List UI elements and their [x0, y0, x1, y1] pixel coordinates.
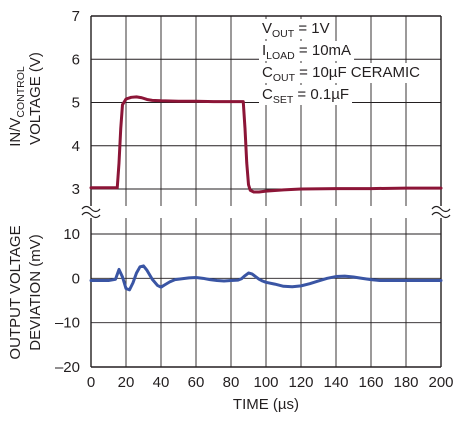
annotation-background	[259, 41, 355, 61]
annotation-text: COUT = 10µF CERAMIC	[262, 64, 420, 84]
x-tick-label: 160	[358, 374, 383, 391]
y-axis-title-upper: IN/VCONTROL	[7, 66, 27, 147]
axis-break-right	[431, 205, 451, 213]
axis-break-gap	[77, 206, 455, 218]
y-tick-label: 6	[72, 51, 80, 68]
y-tick-label: 10	[63, 226, 80, 243]
annotation-text: ILOAD = 10mA	[262, 42, 351, 62]
annotation-background	[259, 85, 353, 105]
annotation-background	[259, 63, 423, 83]
series-line-output-deviation	[89, 264, 443, 292]
annotation-background	[259, 19, 333, 39]
y-tick-label: –20	[55, 359, 80, 376]
axis-break-marks	[77, 205, 455, 219]
y-tick-label: 5	[72, 95, 80, 112]
axis-break-right	[431, 211, 451, 219]
axis-break-left	[81, 211, 101, 219]
x-tick-label: 20	[118, 374, 135, 391]
y-tick-label: –10	[55, 315, 80, 332]
x-tick-label: 0	[87, 374, 95, 391]
y-axis-title-upper-line2: VOLTAGE (V)	[27, 52, 44, 145]
annotation-text: VOUT = 1V	[262, 20, 330, 40]
x-tick-label: 40	[153, 374, 170, 391]
x-tick-label: 60	[188, 374, 205, 391]
x-tick-label: 120	[288, 374, 313, 391]
axis-break-left	[81, 205, 101, 213]
series-layer	[89, 95, 443, 292]
y-tick-label: 3	[72, 181, 80, 198]
x-tick-label: 80	[223, 374, 240, 391]
y-tick-label: 7	[72, 8, 80, 25]
annotation-text: CSET = 0.1µF	[262, 86, 349, 106]
x-tick-label: 200	[428, 374, 453, 391]
y-tick-label: 0	[72, 270, 80, 287]
y-axis-title-lower: OUTPUT VOLTAGE	[7, 225, 24, 359]
x-tick-label: 140	[323, 374, 348, 391]
y-axis-title-lower-line2: DEVIATION (mV)	[27, 234, 44, 350]
y-tick-label: 4	[72, 138, 80, 155]
series-line-input-voltage	[89, 95, 443, 194]
x-axis-title: TIME (µs)	[233, 396, 299, 413]
x-tick-label: 100	[253, 374, 278, 391]
x-tick-label: 180	[393, 374, 418, 391]
